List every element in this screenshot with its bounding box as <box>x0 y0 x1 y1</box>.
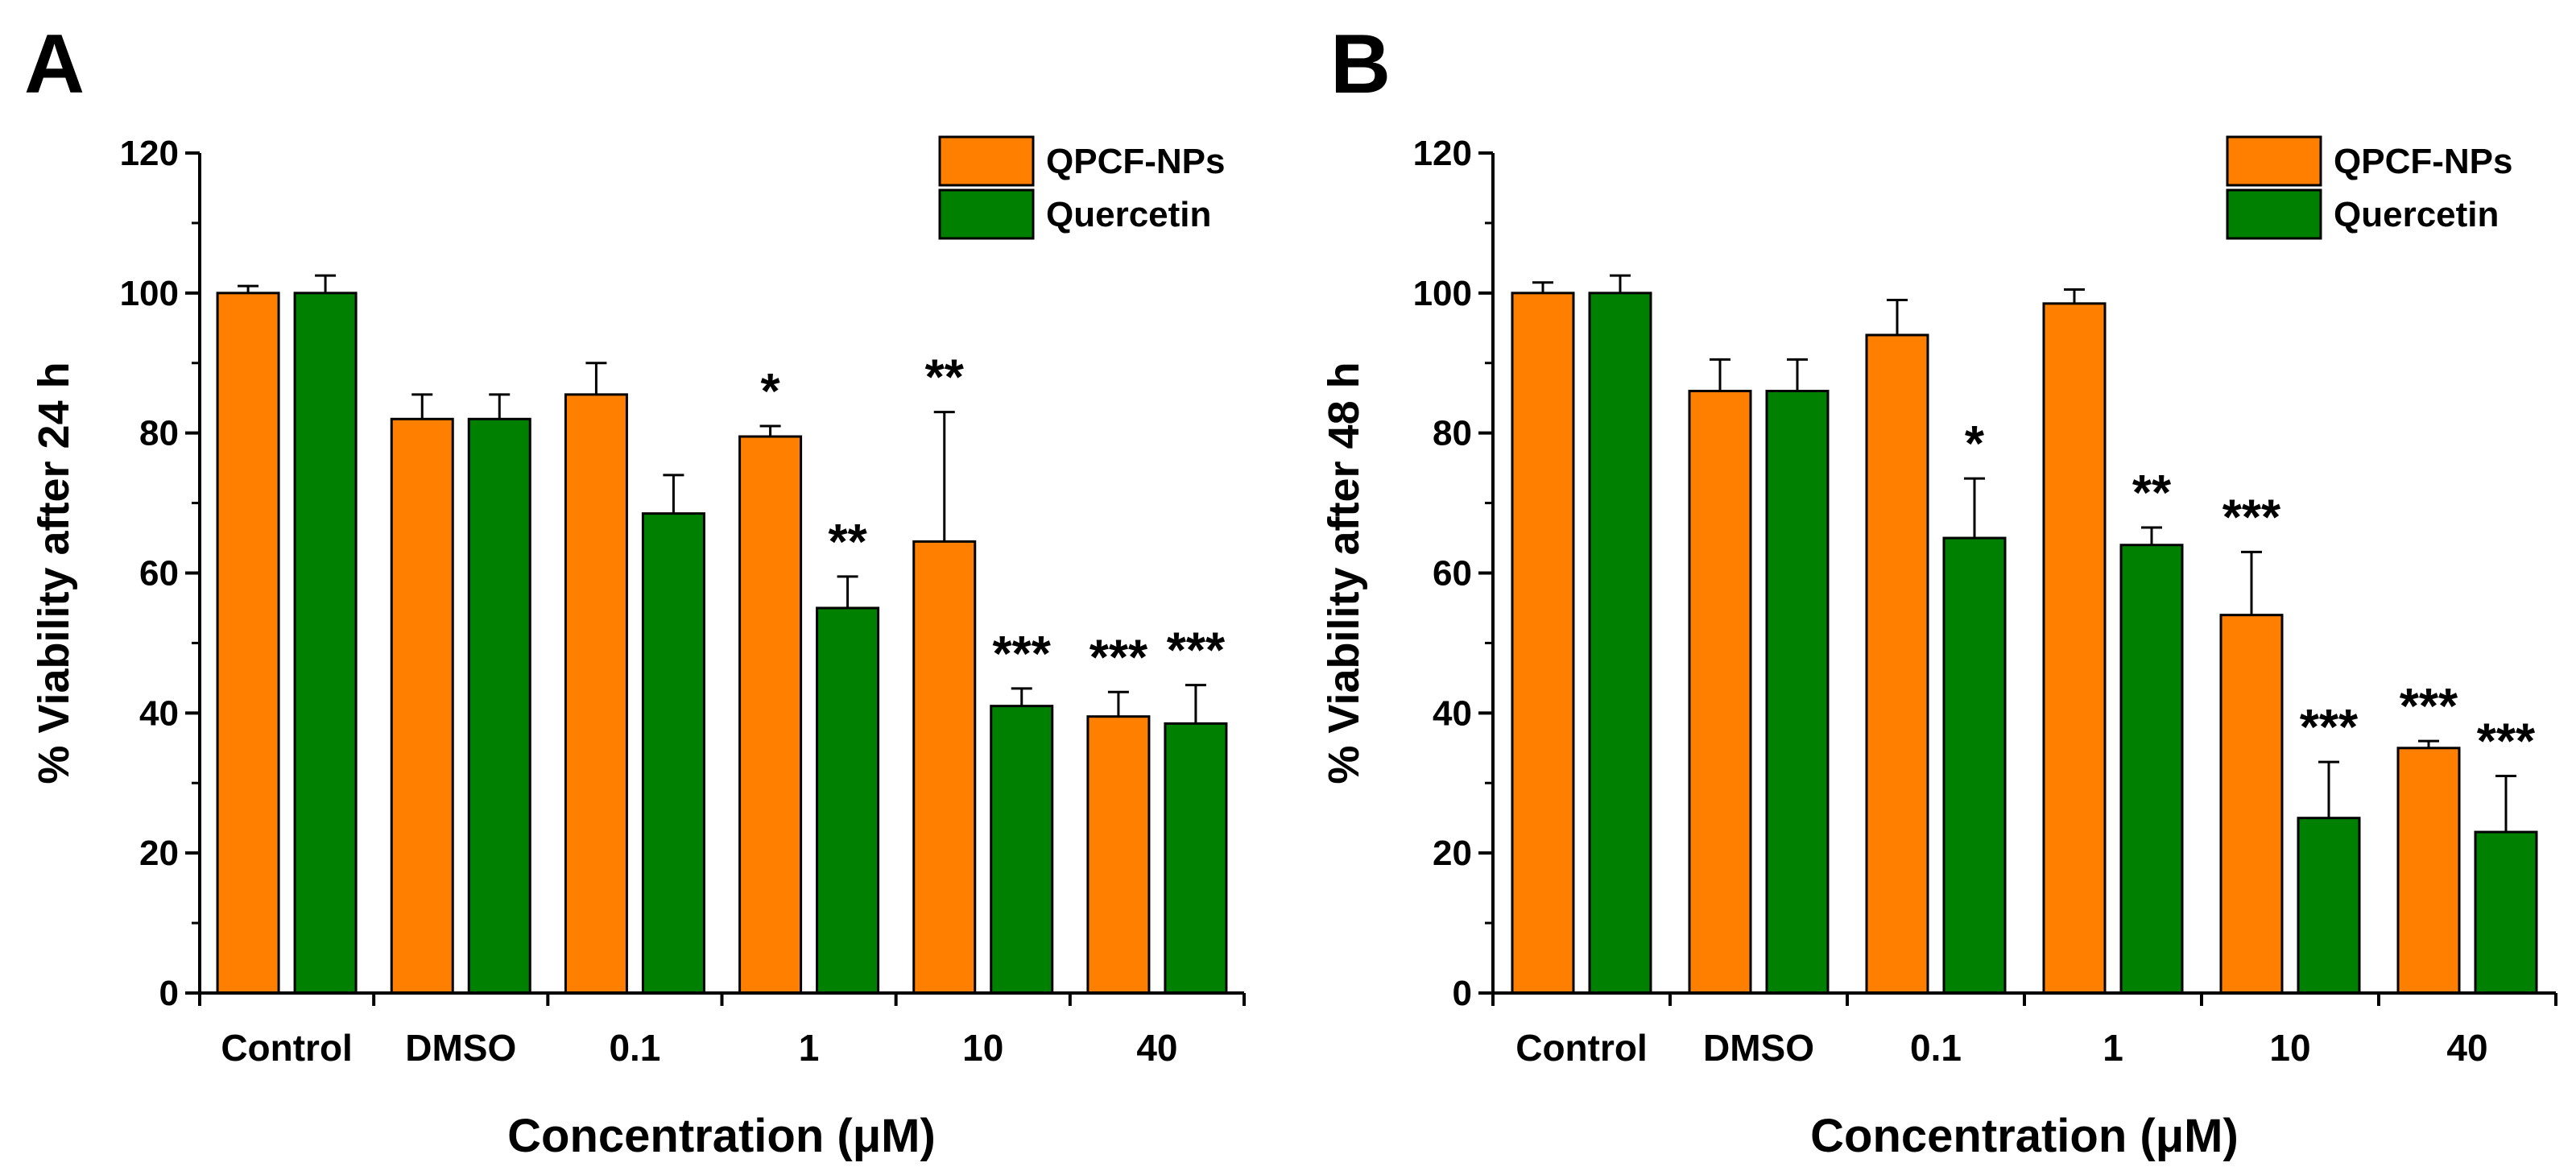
y-tick-label: 20 <box>1433 834 1472 873</box>
bar-qpcf-nps-0 <box>1511 292 1575 995</box>
bar-qpcf-nps-1 <box>1688 390 1752 995</box>
bar-qpcf-nps-2 <box>1865 333 1929 995</box>
y-tick-label: 60 <box>1433 554 1472 594</box>
bar-quercetin-4 <box>990 705 1054 995</box>
y-tick-label: 60 <box>139 554 179 594</box>
bar-qpcf-nps-5 <box>2396 747 2461 995</box>
x-tick-label: 1 <box>2103 1027 2123 1069</box>
bar-qpcf-nps-3 <box>2042 302 2107 995</box>
y-tick-label: 120 <box>120 134 179 173</box>
legend-swatch-quercetin <box>938 188 1035 240</box>
legend-swatch-quercetin <box>2226 188 2322 240</box>
x-tick-label: 40 <box>1136 1027 1177 1069</box>
bar-qpcf-nps-1 <box>390 417 454 995</box>
significance-marker: ** <box>828 515 867 570</box>
bar-qpcf-nps-5 <box>1086 715 1151 995</box>
legend-label: Quercetin <box>2334 195 2499 234</box>
x-tick-label: DMSO <box>405 1027 516 1069</box>
x-tick-label: 10 <box>2269 1027 2310 1069</box>
panel-label: B <box>1330 18 1391 111</box>
y-tick-label: 20 <box>139 834 179 873</box>
bar-quercetin-1 <box>1765 390 1830 995</box>
y-axis-title: % Viability after 48 h <box>1320 362 1368 784</box>
x-tick-label: 1 <box>799 1027 820 1069</box>
significance-marker: *** <box>2222 490 2281 545</box>
bar-quercetin-3 <box>2119 544 2184 995</box>
significance-marker: *** <box>1167 623 1226 679</box>
y-tick-label: 120 <box>1413 134 1472 173</box>
x-tick-label: Control <box>1515 1027 1648 1069</box>
significance-marker: *** <box>993 627 1052 682</box>
y-tick-label: 80 <box>139 414 179 453</box>
legend-label: Quercetin <box>1046 195 1211 234</box>
x-tick-label: Control <box>221 1027 353 1069</box>
legend-label: QPCF-NPs <box>1046 142 1225 181</box>
significance-marker: * <box>1965 416 1985 472</box>
legend-swatch-qpcf-nps <box>938 135 1035 187</box>
significance-marker: *** <box>2400 679 2458 734</box>
bar-quercetin-0 <box>1588 292 1652 995</box>
bar-quercetin-2 <box>1942 536 2007 995</box>
bar-qpcf-nps-2 <box>564 393 628 995</box>
x-tick-label: 0.1 <box>609 1027 660 1069</box>
bar-qpcf-nps-4 <box>2219 614 2284 995</box>
panel-label: A <box>24 18 85 111</box>
y-tick-label: 80 <box>1433 414 1472 453</box>
bar-quercetin-3 <box>816 606 880 995</box>
bar-quercetin-0 <box>293 292 358 995</box>
significance-marker: * <box>761 364 781 420</box>
x-tick-label: 40 <box>2446 1027 2487 1069</box>
significance-marker: *** <box>2300 700 2359 755</box>
bar-quercetin-2 <box>641 512 705 995</box>
y-tick-label: 100 <box>1413 274 1472 313</box>
legend-label: QPCF-NPs <box>2334 142 2512 181</box>
x-axis-title: Concentration (μM) <box>507 1110 936 1162</box>
significance-marker: ** <box>925 350 965 406</box>
x-tick-label: DMSO <box>1703 1027 1814 1069</box>
y-tick-label: 40 <box>139 693 179 733</box>
bar-qpcf-nps-4 <box>912 540 977 995</box>
significance-marker: *** <box>1090 630 1148 685</box>
significance-marker: *** <box>2477 714 2536 770</box>
bar-quercetin-5 <box>1164 722 1228 995</box>
x-axis-title: Concentration (μM) <box>1810 1110 2239 1162</box>
bar-qpcf-nps-3 <box>738 435 803 995</box>
y-tick-label: 0 <box>1453 974 1472 1013</box>
x-tick-label: 0.1 <box>1910 1027 1962 1069</box>
significance-marker: ** <box>2132 466 2172 521</box>
y-axis-title: % Viability after 24 h <box>30 362 78 784</box>
x-tick-label: 10 <box>962 1027 1003 1069</box>
y-tick-label: 100 <box>120 274 179 313</box>
bar-quercetin-4 <box>2297 817 2361 995</box>
bar-quercetin-1 <box>467 417 531 995</box>
y-tick-label: 0 <box>159 974 179 1013</box>
y-tick-label: 40 <box>1433 693 1472 733</box>
legend-swatch-qpcf-nps <box>2226 135 2322 187</box>
bar-qpcf-nps-0 <box>216 292 280 995</box>
bar-quercetin-5 <box>2474 830 2538 995</box>
